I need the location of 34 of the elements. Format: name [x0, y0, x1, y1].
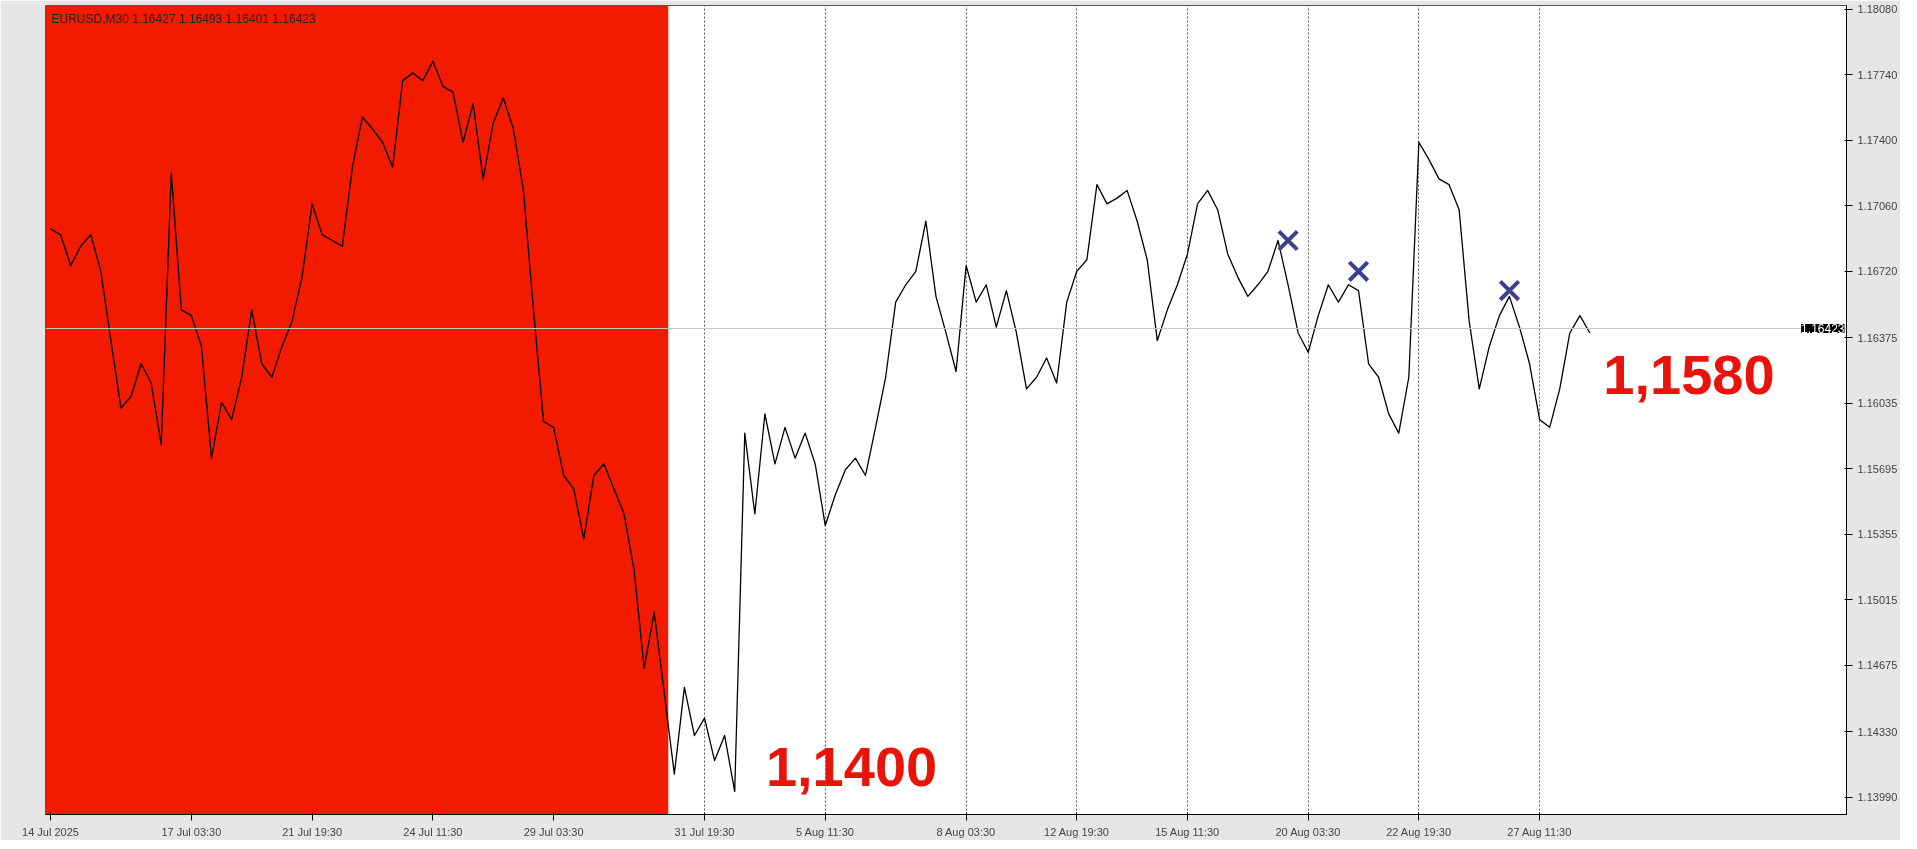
x-tick-label: 15 Aug 11:30: [1155, 825, 1220, 838]
x-tick-label: 29 Jul 03:30: [523, 825, 584, 838]
x-tick-label: 12 Aug 19:30: [1044, 825, 1109, 838]
x-tick-label: 14 Jul 2025: [22, 825, 79, 838]
y-tick-label: 1.15695: [1857, 462, 1898, 475]
x-tick-label: 22 Aug 19:30: [1386, 825, 1452, 838]
x-tick-label: 21 Jul 19:30: [282, 825, 343, 838]
y-tick-label: 1.13990: [1857, 791, 1898, 804]
x-tick-label: 20 Aug 03:30: [1275, 825, 1341, 838]
x-tick-label: 31 Jul 19:30: [674, 825, 735, 838]
text: EURUSD,M30 1.16427 1.16493 1.16401 1.16423: [51, 11, 317, 26]
x-tick-label: 24 Jul 11:30: [403, 825, 463, 838]
y-tick-label: 1.17400: [1857, 134, 1898, 147]
point: [1276, 229, 1300, 252]
y-tick-label: 1.14330: [1857, 725, 1898, 738]
y-tick-label: 1.14675: [1857, 659, 1898, 672]
line-series: [49, 60, 1591, 793]
x-tick-label: 27 Aug 11:30: [1507, 825, 1572, 838]
y-tick-label: 1.16375: [1857, 331, 1898, 344]
x-tick-label: 5 Aug 11:30: [796, 825, 854, 838]
annotation: 1,1580: [1603, 342, 1775, 406]
point: [1347, 260, 1370, 283]
x-tick-label: 8 Aug 03:30: [936, 825, 996, 838]
y-tick-label: 1.16720: [1857, 265, 1898, 278]
y-tick-label: 1.16035: [1857, 397, 1898, 410]
y-tick-label: 1.17060: [1857, 199, 1898, 212]
annotation: 1,1400: [765, 735, 938, 799]
y-tick-label: 1.17740: [1857, 68, 1898, 81]
point: [1498, 279, 1521, 302]
y-tick-label: 1.15015: [1857, 593, 1898, 606]
x-tick-label: 17 Jul 03:30: [161, 825, 222, 838]
y-tick-label: 1.18080: [1857, 3, 1898, 16]
ref-line-label: 1.16423: [1801, 322, 1845, 337]
y-tick-label: 1.15355: [1857, 528, 1898, 541]
